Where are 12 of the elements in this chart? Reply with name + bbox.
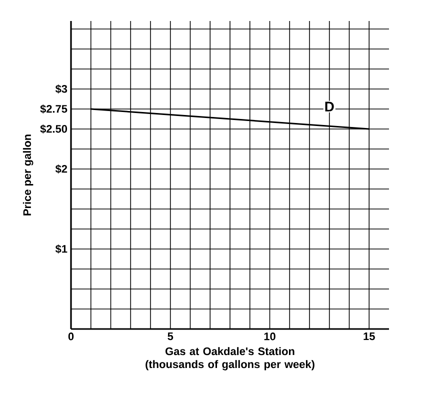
x-axis-title: Gas at Oakdale's Station (thousands of gallons per week) bbox=[146, 347, 314, 370]
x-tick-label: 0 bbox=[68, 332, 74, 340]
x-tick-label: 10 bbox=[264, 332, 276, 340]
x-tick-label: 15 bbox=[364, 332, 375, 340]
x-tick-label: 5 bbox=[168, 332, 174, 340]
y-axis-title: Price per gallon bbox=[22, 134, 34, 216]
y-tick-label: $3 bbox=[55, 84, 68, 94]
y-tick-label: $1 bbox=[55, 244, 68, 254]
y-tick-label: $2.75 bbox=[40, 104, 68, 114]
y-tick-label: $2 bbox=[55, 164, 68, 174]
y-tick-label: $2.50 bbox=[40, 124, 68, 134]
annotation: D bbox=[325, 102, 334, 112]
